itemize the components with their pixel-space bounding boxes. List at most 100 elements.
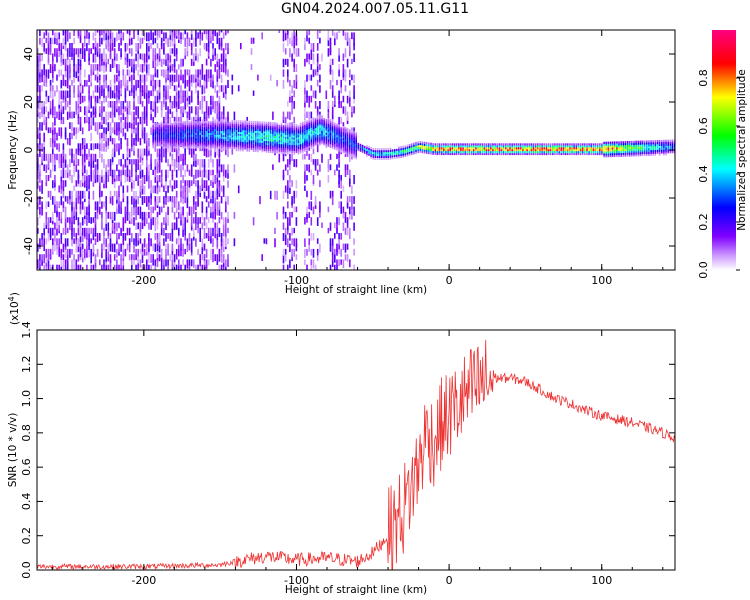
spectrogram-ridge-cell bbox=[445, 147, 447, 150]
spectrogram-ridge-cell bbox=[331, 144, 334, 147]
spectrogram-cell bbox=[327, 32, 330, 41]
spectrogram-ridge-cell bbox=[475, 143, 477, 146]
spectrogram-cell bbox=[69, 111, 71, 119]
spectrogram-cell bbox=[233, 164, 236, 173]
spectrogram-cell bbox=[188, 264, 191, 270]
spectrogram-cell bbox=[120, 206, 122, 214]
spectrogram-cell bbox=[152, 101, 154, 110]
spectrogram-ridge-cell bbox=[184, 123, 186, 126]
spectrogram-ridge-cell bbox=[363, 147, 366, 150]
spectrogram-ridge-cell bbox=[169, 144, 172, 147]
spectrogram-ridge-cell bbox=[329, 130, 332, 133]
spectrogram-ridge-cell bbox=[436, 152, 439, 156]
spectrogram-cell bbox=[103, 106, 105, 112]
spectrogram-ridge-cell bbox=[259, 132, 261, 135]
spectrogram-ridge-cell bbox=[269, 143, 272, 146]
spectrogram-cell bbox=[118, 248, 120, 256]
spectrogram-cell bbox=[99, 106, 101, 114]
spectrogram-ridge-cell bbox=[252, 144, 255, 147]
spectrogram-ridge-cell bbox=[248, 132, 251, 135]
spectrogram-ridge-cell bbox=[235, 141, 238, 144]
spectrogram-ridge-cell bbox=[201, 127, 204, 130]
spectrogram-ridge-cell bbox=[543, 152, 545, 156]
spectrogram-cell bbox=[41, 111, 43, 118]
spectrogram-cell bbox=[329, 37, 332, 45]
spectrogram-cell bbox=[218, 254, 221, 262]
spectrogram-ridge-cell bbox=[182, 134, 184, 137]
spectrogram-ridge-cell bbox=[250, 128, 253, 131]
spectrogram-cell bbox=[312, 43, 315, 53]
spectrogram-ridge-cell bbox=[175, 132, 178, 135]
spectrogram-cell bbox=[214, 211, 216, 220]
spectrogram-cell bbox=[122, 264, 125, 270]
spectrogram-ridge-cell bbox=[393, 149, 396, 152]
spectrogram-ridge-cell bbox=[406, 148, 409, 151]
spectrogram-ridge-cell bbox=[415, 145, 417, 148]
spectrogram-cell bbox=[293, 90, 295, 98]
spectrogram-cell bbox=[207, 159, 210, 168]
spectrogram-ridge-cell bbox=[466, 143, 469, 146]
spectrogram-ridge-cell bbox=[252, 138, 255, 141]
spectrogram-ridge-cell bbox=[483, 149, 486, 152]
spectrogram-cell bbox=[207, 169, 210, 179]
spectrogram-cell bbox=[184, 48, 186, 56]
spectrogram-ridge-cell bbox=[167, 142, 169, 145]
spectrogram-cell bbox=[143, 217, 146, 227]
spectrogram-ridge-cell bbox=[319, 141, 321, 144]
spectrogram-cell bbox=[139, 116, 142, 125]
spectrogram-cell bbox=[349, 43, 351, 51]
spectrogram-ridge-cell bbox=[235, 145, 238, 148]
spectrogram-ridge-cell bbox=[334, 122, 336, 125]
spectrogram-ridge-cell bbox=[308, 132, 310, 135]
spectrogram-cell bbox=[287, 180, 289, 188]
spectrogram-ridge-cell bbox=[184, 136, 186, 139]
spectrogram-cell bbox=[233, 238, 236, 247]
spectrogram-ridge-cell bbox=[566, 147, 569, 150]
spectrogram-ridge-cell bbox=[276, 137, 278, 141]
spectrogram-ridge-cell bbox=[485, 149, 488, 152]
spectrogram-ridge-cell bbox=[423, 143, 426, 146]
spectrogram-ridge-cell bbox=[257, 146, 259, 149]
spectrogram-cell bbox=[120, 106, 122, 116]
spectrogram-ridge-cell bbox=[312, 117, 315, 120]
spectrogram-ridge-cell bbox=[470, 147, 473, 150]
spectrogram-cell bbox=[81, 43, 84, 51]
spectrogram-cell bbox=[62, 169, 65, 179]
spectrogram-ridge-cell bbox=[534, 152, 537, 156]
spectrogram-cell bbox=[75, 201, 78, 210]
spectrogram-ridge-cell bbox=[210, 127, 212, 130]
spectrogram-cell bbox=[54, 116, 56, 126]
spectrogram-cell bbox=[143, 106, 146, 116]
spectrogram-ridge-cell bbox=[402, 149, 404, 152]
spectrogram-cell bbox=[111, 169, 114, 178]
spectrogram-cell bbox=[141, 243, 144, 252]
spectrogram-ridge-cell bbox=[182, 140, 184, 143]
spectrogram-ridge-cell bbox=[299, 149, 302, 152]
spectrogram-cell bbox=[52, 238, 54, 246]
spectrogram-ridge-cell bbox=[201, 125, 204, 128]
spectrogram-cell bbox=[152, 85, 154, 92]
spectrogram-cell bbox=[169, 64, 172, 73]
spectrogram-cell bbox=[99, 37, 101, 47]
spectrogram-cell bbox=[306, 32, 308, 42]
spectrogram-ridge-cell bbox=[182, 146, 184, 149]
spectrogram-ridge-cell bbox=[374, 153, 377, 156]
spectrogram-ridge-cell bbox=[308, 146, 310, 149]
spectrogram-cell bbox=[92, 243, 95, 253]
spectrogram-ridge-cell bbox=[265, 140, 268, 144]
spectrogram-ridge-cell bbox=[577, 147, 580, 150]
spectrogram-cell bbox=[107, 227, 110, 236]
spectrogram-cell bbox=[116, 175, 118, 182]
spectrogram-cell bbox=[205, 116, 208, 126]
spectrogram-cell bbox=[124, 169, 127, 177]
spectrogram-cell bbox=[107, 254, 110, 262]
spectrogram-ridge-cell bbox=[421, 147, 424, 150]
spectrogram-ridge-cell bbox=[265, 123, 268, 126]
spectrogram-cell bbox=[178, 238, 180, 245]
spectrogram-cell bbox=[178, 227, 180, 236]
spectrogram-cell bbox=[287, 159, 289, 168]
spectrogram-cell bbox=[205, 180, 208, 186]
spectrogram-ridge-cell bbox=[165, 134, 167, 137]
spectrogram-cell bbox=[122, 196, 125, 203]
spectrogram-cell bbox=[319, 180, 321, 187]
